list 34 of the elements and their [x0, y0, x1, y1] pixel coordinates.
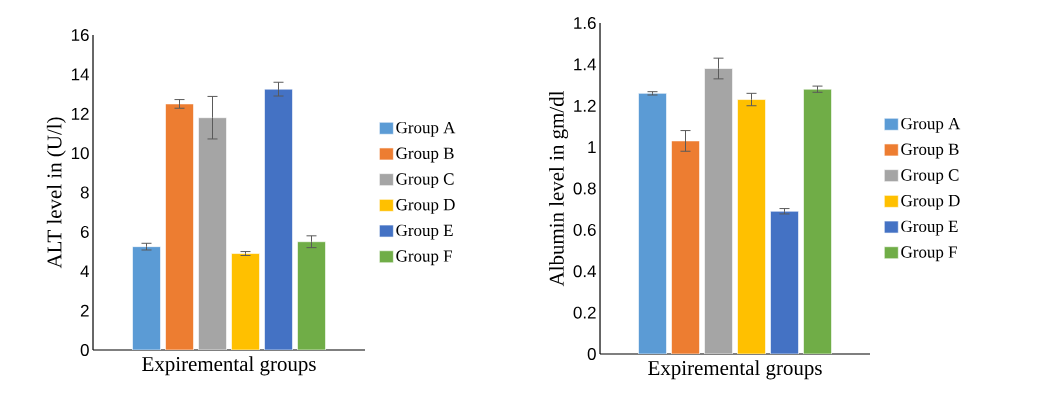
y-tick-label: 1.4 [574, 58, 596, 71]
y-tick-label: 1.2 [574, 99, 596, 112]
y-tick-label: 0 [587, 348, 596, 360]
y-tick-label: 6 [80, 225, 89, 238]
legend-label: Group D [396, 198, 455, 214]
y-tick-label: 10 [71, 147, 89, 160]
y-tick-label: 0 [80, 344, 89, 356]
legend-label: Group B [396, 147, 454, 163]
y-tick-label: 0.4 [573, 265, 596, 278]
y-axis-title: Albumin level in gm/dl [549, 90, 569, 287]
legend-label: Group C [396, 173, 454, 189]
y-axis-title: ALT level in (U/l) [46, 117, 66, 269]
y-tick-label: 16 [71, 29, 89, 41]
y-tick-label: 0.6 [573, 223, 596, 236]
legend-label: Group E [396, 224, 453, 240]
legend-label: Group B [901, 143, 959, 159]
legend-label: Group A [901, 117, 961, 133]
y-tick-label: 8 [80, 186, 89, 199]
legend-label: Group F [901, 246, 957, 262]
legend-label: Group A [396, 121, 456, 137]
legend-label: Group F [396, 250, 452, 266]
x-axis-title: Expiremental groups [142, 356, 316, 376]
y-tick-label: 1 [588, 141, 596, 153]
legend-label: Group E [901, 220, 958, 236]
legend-label: Group D [901, 194, 960, 210]
legend-label: Group C [901, 169, 959, 185]
y-tick-label: 0.8 [573, 182, 596, 195]
y-tick-label: 12 [71, 107, 89, 120]
x-axis-title: Expiremental groups [648, 360, 822, 380]
y-tick-label: 2 [80, 304, 89, 317]
y-tick-label: 14 [71, 68, 89, 81]
y-tick-label: 0.2 [573, 306, 596, 319]
y-tick-label: 1.6 [574, 17, 596, 29]
y-tick-label: 4 [80, 265, 89, 278]
